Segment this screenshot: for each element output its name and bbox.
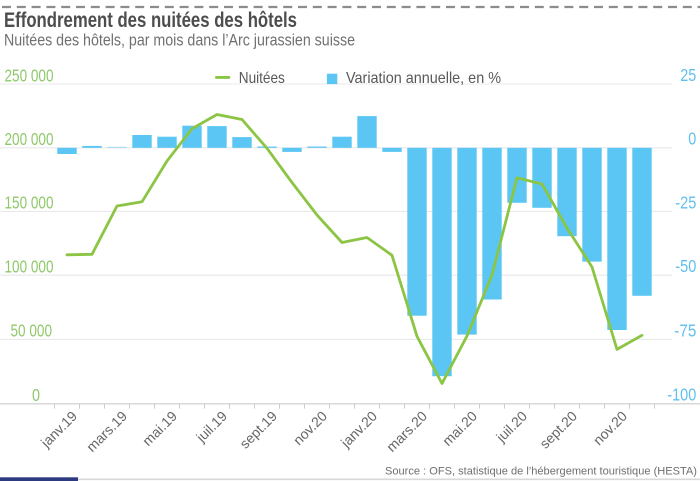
svg-text:-50: -50 [675, 256, 696, 276]
svg-text:200 000: 200 000 [5, 129, 54, 149]
svg-text:150 000: 150 000 [5, 193, 54, 213]
svg-text:Nuitées des hôtels, par mois d: Nuitées des hôtels, par mois dans l’Arc … [4, 31, 355, 50]
svg-text:-100: -100 [667, 385, 696, 405]
svg-text:0: 0 [32, 385, 40, 405]
svg-text:Variation annuelle, en %: Variation annuelle, en % [346, 70, 501, 87]
svg-text:250 000: 250 000 [5, 65, 54, 85]
svg-text:Effondrement des nuitées des h: Effondrement des nuitées des hôtels [4, 9, 297, 32]
svg-text:-75: -75 [674, 320, 696, 340]
svg-text:25: 25 [680, 65, 696, 85]
svg-text:Source : OFS, statistique de l: Source : OFS, statistique de l’hébergeme… [385, 466, 697, 478]
svg-text:0: 0 [688, 129, 696, 149]
svg-text:Nuitées: Nuitées [239, 70, 285, 87]
svg-text:50 000: 50 000 [11, 321, 53, 341]
svg-text:-25: -25 [675, 192, 696, 212]
svg-text:100 000: 100 000 [5, 257, 54, 277]
